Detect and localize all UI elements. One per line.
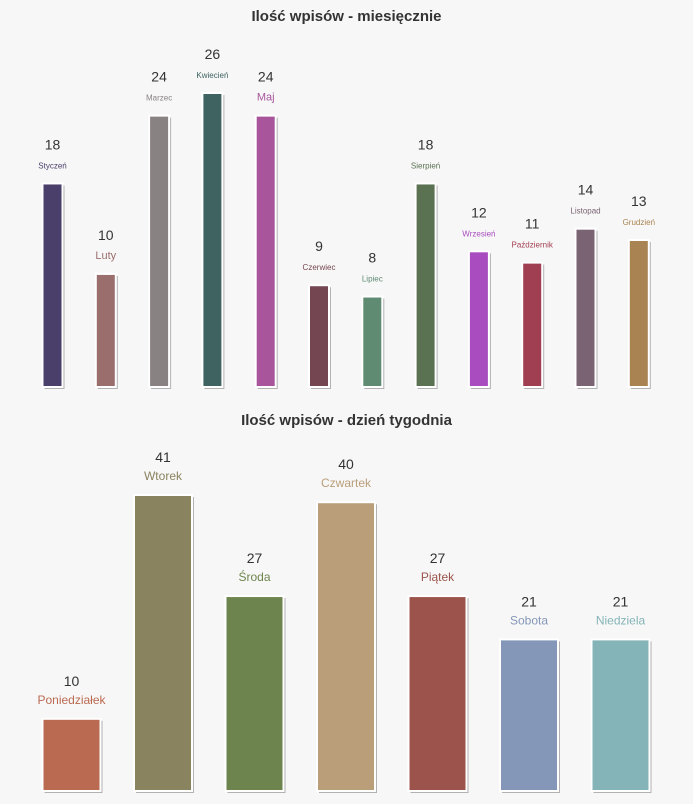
category-label: Środa bbox=[238, 569, 270, 584]
bar bbox=[133, 494, 193, 792]
bar bbox=[148, 114, 171, 388]
bar bbox=[467, 250, 490, 388]
value-label: 18 bbox=[418, 136, 434, 152]
value-label: 9 bbox=[315, 238, 323, 254]
bar bbox=[94, 272, 117, 388]
category-label: Czwartek bbox=[321, 476, 372, 490]
category-label: Październik bbox=[512, 241, 554, 250]
value-label: 24 bbox=[258, 69, 274, 85]
category-label: Sobota bbox=[510, 613, 548, 627]
value-label: 24 bbox=[151, 69, 167, 85]
bar bbox=[201, 92, 224, 388]
category-label: Piątek bbox=[421, 570, 455, 584]
monthly-entries-chart: Ilość wpisów - miesięcznie Styczeń 18 Luty… bbox=[38, 8, 655, 389]
value-label: 40 bbox=[338, 456, 354, 472]
bar bbox=[590, 638, 651, 792]
bar bbox=[414, 182, 437, 388]
value-label: 26 bbox=[205, 46, 221, 62]
value-label: 21 bbox=[613, 593, 629, 609]
value-label: 10 bbox=[98, 227, 114, 243]
value-label: 12 bbox=[471, 204, 487, 220]
category-label: Niedziela bbox=[596, 613, 646, 627]
bar bbox=[254, 114, 277, 388]
bar bbox=[361, 295, 384, 388]
bar bbox=[316, 501, 376, 792]
value-label: 8 bbox=[368, 250, 376, 266]
category-label: Luty bbox=[95, 250, 116, 262]
bar bbox=[627, 239, 650, 388]
value-label: 41 bbox=[155, 449, 171, 465]
category-label: Maj bbox=[257, 92, 275, 104]
category-label: Grudzień bbox=[623, 218, 655, 227]
value-label: 21 bbox=[521, 593, 537, 609]
category-label: Kwiecień bbox=[196, 71, 228, 80]
value-label: 14 bbox=[578, 182, 594, 198]
value-label: 11 bbox=[525, 216, 540, 232]
bar bbox=[574, 227, 597, 388]
category-label: Wtorek bbox=[144, 469, 183, 483]
chart-title: Ilość wpisów - dzień tygodnia bbox=[241, 412, 453, 429]
bar bbox=[407, 595, 468, 792]
category-label: Marzec bbox=[146, 94, 172, 103]
value-label: 18 bbox=[45, 136, 61, 152]
value-label: 27 bbox=[247, 550, 263, 566]
value-label: 13 bbox=[631, 193, 647, 209]
category-label: Czerwiec bbox=[303, 263, 336, 272]
category-label: Wrzesień bbox=[462, 229, 495, 238]
bar bbox=[499, 638, 559, 792]
bar bbox=[41, 182, 64, 388]
category-label: Sierpień bbox=[411, 161, 440, 170]
bar bbox=[308, 284, 330, 389]
chart-title: Ilość wpisów - miesięcznie bbox=[251, 8, 441, 25]
category-label: Styczeń bbox=[38, 161, 66, 170]
category-label: Listopad bbox=[570, 207, 600, 216]
bar bbox=[41, 717, 102, 792]
category-label: Poniedziałek bbox=[37, 693, 106, 707]
value-label: 27 bbox=[430, 550, 446, 566]
weekday-entries-chart: Ilość wpisów - dzień tygodnia Poniedział… bbox=[37, 412, 652, 793]
category-label: Lipiec bbox=[362, 275, 383, 284]
bar bbox=[224, 595, 285, 792]
value-label: 10 bbox=[64, 673, 80, 689]
bar bbox=[521, 261, 544, 388]
